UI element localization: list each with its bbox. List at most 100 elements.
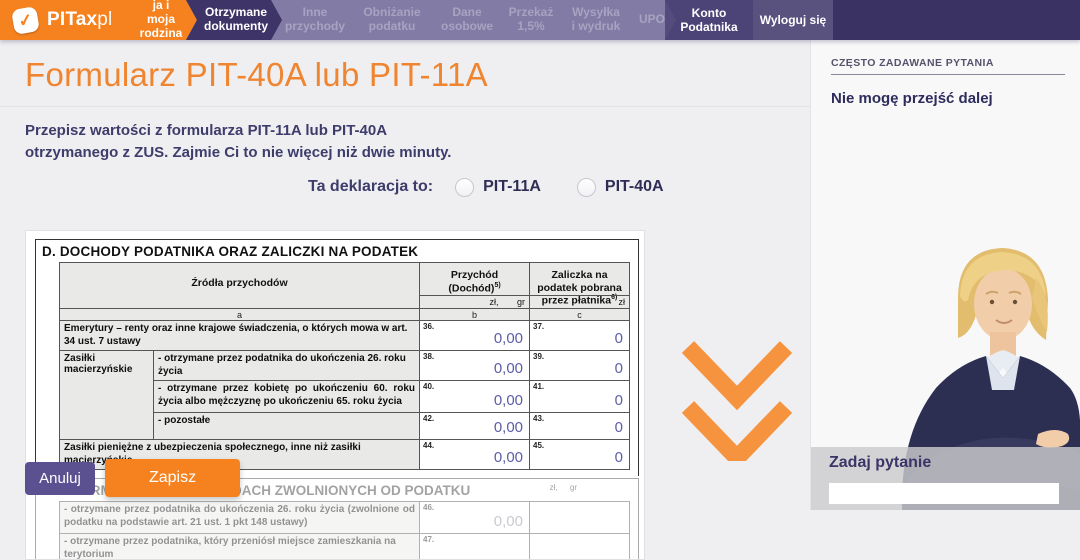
amount-value: 0 — [615, 330, 623, 347]
nav-step-label: Obniżanie podatku — [362, 6, 422, 34]
amount-field-42[interactable]: 42. 0,00 — [420, 413, 530, 440]
intro-text: Przepisz wartości z formularza PIT-11A l… — [25, 120, 451, 164]
column-header-tax: Zaliczka na podatek pobrana przez płatni… — [530, 263, 630, 309]
ask-question-input[interactable] — [829, 483, 1059, 504]
field-number: 47. — [423, 535, 434, 544]
field-number: 36. — [423, 322, 434, 331]
faq-sidebar: CZĘSTO ZADAWANE PYTANIA Nie mogę przejść… — [810, 40, 1080, 510]
radio-icon[interactable] — [577, 178, 596, 197]
amount-value: 0 — [615, 449, 623, 466]
tax-units: zł — [530, 295, 629, 308]
amount-value: 0,00 — [494, 330, 523, 347]
section-d-title: D. DOCHODY PODATNIKA ORAZ ZALICZKI NA PO… — [36, 240, 638, 262]
nav-step-label: Dane osobowe — [441, 6, 493, 34]
amount-field-36[interactable]: 36. 0,00 — [420, 321, 530, 351]
income-units: zł, gr — [420, 295, 529, 308]
field-number: 41. — [533, 382, 544, 391]
intro-line-1: Przepisz wartości z formularza PIT-11A l… — [25, 120, 451, 142]
double-chevron-down-icon[interactable] — [678, 335, 796, 461]
nav-step-label: Przekaż 1,5% — [509, 6, 554, 34]
save-button[interactable]: Zapisz — [105, 459, 240, 497]
intro-line-2: otrzymanego z ZUS. Zajmie Ci to nie więc… — [25, 142, 451, 164]
amount-field-39[interactable]: 39. 0 — [530, 351, 630, 381]
amount-field-46[interactable]: 46. 0,00 — [420, 502, 530, 534]
field-number: 39. — [533, 352, 544, 361]
row-label-emerytury: Emerytury – renty oraz inne krajowe świa… — [60, 321, 420, 351]
amount-value: 0,00 — [494, 419, 523, 436]
field-number: 42. — [423, 414, 434, 423]
page-title: Formularz PIT-40A lub PIT-11A — [25, 56, 488, 94]
top-navigation: ✓ PITaxpl ja i moja rodzina Otrzymane do… — [0, 0, 1080, 40]
row-label-46: - otrzymane przez podatnika do ukończeni… — [60, 502, 420, 534]
empty-cell — [530, 534, 630, 560]
radio-icon[interactable] — [455, 178, 474, 197]
nav-filler — [833, 0, 1080, 40]
field-number: 40. — [423, 382, 434, 391]
logout-button[interactable]: Wyloguj się — [753, 0, 833, 40]
row-label-60-65: - otrzymane przez kobietę po ukończeniu … — [154, 381, 420, 413]
field-number: 43. — [533, 414, 544, 423]
row-label-do-26: - otrzymane przez podatnika do ukończeni… — [154, 351, 420, 381]
amount-value: 0,00 — [494, 513, 523, 530]
logout-label: Wyloguj się — [760, 13, 826, 27]
nav-step-inne-przychody: Inne przychody — [271, 0, 355, 40]
radio-label: PIT-40A — [605, 178, 664, 196]
amount-value: 0,00 — [494, 360, 523, 377]
cancel-button[interactable]: Anuluj — [25, 462, 95, 495]
amount-field-37[interactable]: 37. 0 — [530, 321, 630, 351]
column-letter-b: b — [420, 309, 530, 321]
checkmark-glyph: ✓ — [17, 9, 35, 31]
column-header-sources: Źródła przychodów — [60, 263, 420, 309]
declaration-type-row: Ta deklaracja to: PIT-11A PIT-40A — [308, 175, 700, 199]
section-e-units: zł, gr — [550, 483, 577, 492]
amount-field-45[interactable]: 45. 0 — [530, 440, 630, 470]
ask-question-bar: Zadaj pytanie — [811, 447, 1080, 510]
logo-text: PITaxpl — [47, 9, 112, 31]
row-group-zasilki-macierzynskie: Zasiłki macierzyńskie — [60, 351, 154, 440]
nav-step-dane-osobowe: Dane osobowe — [425, 0, 505, 40]
field-number: 46. — [423, 503, 434, 512]
nav-step-label: UPO — [639, 13, 665, 27]
section-d-box: D. DOCHODY PODATNIKA ORAZ ZALICZKI NA PO… — [35, 239, 639, 476]
radio-label: PIT-11A — [483, 178, 541, 196]
section-d-table: Źródła przychodów Przychód (Dochód)5) zł… — [59, 262, 630, 470]
nav-step-otrzymane-dokumenty[interactable]: Otrzymane dokumenty — [186, 0, 282, 40]
amount-field-40[interactable]: 40. 0,00 — [420, 381, 530, 413]
amount-field-41[interactable]: 41. 0 — [530, 381, 630, 413]
nav-step-ja-i-moja-rodzina[interactable]: ja i moja rodzina — [121, 0, 197, 40]
account-button[interactable]: Konto Podatnika — [665, 0, 753, 40]
title-divider — [0, 106, 810, 107]
amount-field-43[interactable]: 43. 0 — [530, 413, 630, 440]
field-number: 44. — [423, 441, 434, 450]
amount-field-44[interactable]: 44. 0,00 — [420, 440, 530, 470]
column-letter-c: c — [530, 309, 630, 321]
radio-option-pit-40a[interactable]: PIT-40A — [577, 178, 664, 197]
radio-option-pit-11a[interactable]: PIT-11A — [455, 178, 541, 197]
amount-value: 0 — [615, 360, 623, 377]
nav-step-label: ja i moja rodzina — [139, 0, 183, 41]
field-number: 45. — [533, 441, 544, 450]
nav-step-label: Otrzymane dokumenty — [204, 6, 268, 34]
nav-step-obnizanie-podatku: Obniżanie podatku — [344, 0, 436, 40]
declaration-label: Ta deklaracja to: — [308, 178, 433, 196]
amount-value: 0 — [615, 419, 623, 436]
checkmark-icon: ✓ — [11, 6, 40, 35]
account-label: Konto Podatnika — [673, 6, 745, 35]
nav-step-label: Inne przychody — [285, 6, 345, 34]
nav-step-label: Wysyłka i wydruk — [571, 6, 621, 34]
amount-value: 0,00 — [494, 449, 523, 466]
nav-step-wysylka-i-wydruk: Wysyłka i wydruk — [553, 0, 635, 40]
empty-cell — [530, 502, 630, 534]
amount-value: 0,00 — [494, 392, 523, 409]
faq-question-link[interactable]: Nie mogę przejść dalej — [831, 90, 1060, 107]
field-number: 38. — [423, 352, 434, 361]
amount-value: 0 — [615, 392, 623, 409]
pitax-logo[interactable]: ✓ PITaxpl — [0, 0, 132, 40]
faq-heading: CZĘSTO ZADAWANE PYTANIA — [831, 57, 1065, 75]
row-label-47: - otrzymane przez podatnika, który przen… — [60, 534, 420, 560]
footnote-ref: 5) — [494, 282, 500, 289]
column-letter-a: a — [60, 309, 420, 321]
amount-field-38[interactable]: 38. 0,00 — [420, 351, 530, 381]
ask-question-label: Zadaj pytanie — [829, 454, 1080, 472]
amount-field-47[interactable]: 47. — [420, 534, 530, 560]
